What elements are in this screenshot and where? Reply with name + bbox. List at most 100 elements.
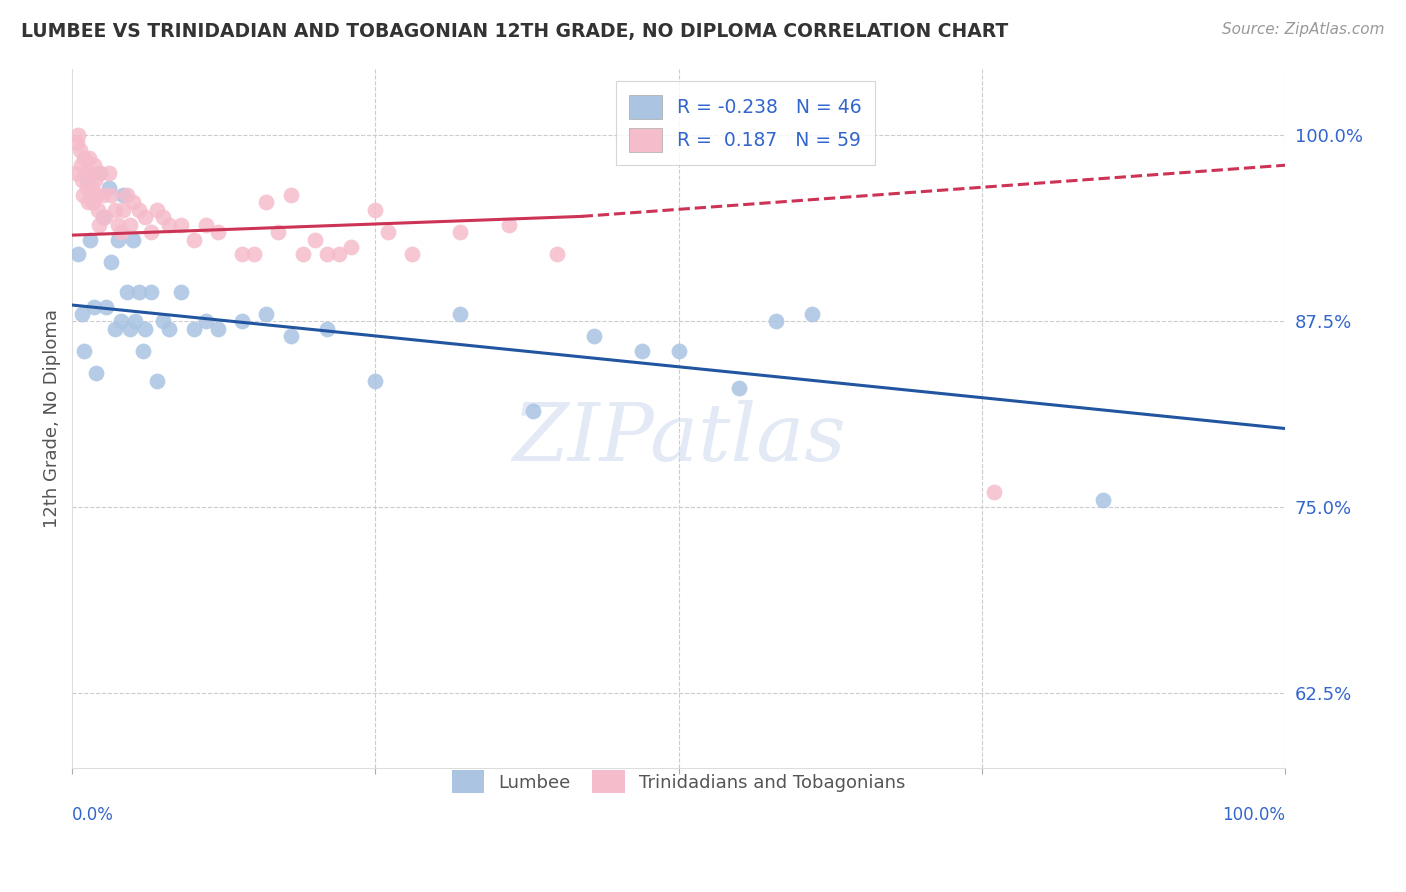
Point (91, 211, 114, 225)
Point (80, 180, 103, 194)
Point (96, 300, 118, 314)
Point (146, 202, 169, 217)
Point (69, 158, 91, 172)
Point (291, 247, 314, 261)
Point (243, 247, 266, 261)
Point (128, 202, 150, 217)
Point (100, 255, 122, 269)
Point (104, 322, 127, 336)
Point (207, 322, 229, 336)
Text: Source: ZipAtlas.com: Source: ZipAtlas.com (1222, 22, 1385, 37)
Point (765, 314, 787, 328)
Point (97, 180, 120, 194)
Point (84, 173, 107, 187)
Text: 100.0%: 100.0% (1222, 806, 1285, 824)
Point (122, 233, 145, 247)
Point (401, 247, 423, 261)
Point (100, 188, 122, 202)
Point (183, 322, 205, 336)
Point (631, 344, 654, 359)
Point (207, 225, 229, 239)
Point (280, 188, 302, 202)
Point (73, 344, 96, 359)
Point (134, 322, 156, 336)
Point (110, 225, 132, 239)
Point (449, 307, 471, 321)
Point (668, 344, 690, 359)
Point (72, 188, 94, 202)
Point (77, 151, 100, 165)
Point (120, 322, 142, 336)
Point (152, 211, 174, 225)
Point (170, 218, 193, 232)
Point (157, 218, 180, 232)
Point (128, 285, 150, 299)
Point (120, 218, 142, 232)
Point (79, 166, 101, 180)
Point (582, 329, 605, 343)
Point (304, 233, 326, 247)
Point (115, 188, 138, 202)
Point (231, 247, 253, 261)
Point (104, 202, 127, 217)
Point (91, 188, 114, 202)
Point (97, 166, 120, 180)
Point (139, 225, 162, 239)
Point (67, 247, 90, 261)
Point (267, 225, 290, 239)
Point (194, 314, 217, 328)
Point (364, 374, 387, 388)
Point (801, 307, 824, 321)
Point (377, 225, 399, 239)
Point (146, 374, 169, 388)
Point (115, 285, 138, 299)
Point (86, 202, 108, 217)
Point (122, 195, 145, 210)
Point (107, 218, 129, 232)
Point (935, 775, 957, 789)
Point (280, 329, 302, 343)
Point (87, 166, 110, 180)
Point (86, 367, 108, 381)
Point (316, 247, 339, 261)
Point (194, 218, 217, 232)
Point (65, 166, 87, 180)
Point (94, 211, 117, 225)
Point (254, 307, 277, 321)
Point (66, 136, 89, 150)
Point (76, 173, 98, 187)
Point (983, 485, 1005, 500)
Point (364, 202, 387, 217)
Point (328, 247, 350, 261)
Point (79, 233, 101, 247)
Point (77, 195, 100, 210)
Point (546, 247, 568, 261)
Point (170, 285, 193, 299)
Point (498, 218, 520, 232)
Point (124, 314, 146, 328)
Point (183, 233, 205, 247)
Point (139, 285, 162, 299)
Point (82, 195, 104, 210)
Point (70, 307, 93, 321)
Point (131, 344, 153, 359)
Point (522, 403, 544, 417)
Point (76, 180, 98, 194)
Point (449, 225, 471, 239)
Point (86, 188, 108, 202)
Point (89, 166, 111, 180)
Point (69, 144, 91, 158)
Point (107, 233, 129, 247)
Point (73, 151, 96, 165)
Text: 0.0%: 0.0% (72, 806, 114, 824)
Y-axis label: 12th Grade, No Diploma: 12th Grade, No Diploma (44, 309, 60, 527)
Point (87, 218, 110, 232)
Point (110, 314, 132, 328)
Point (70, 173, 93, 187)
Point (254, 195, 277, 210)
Point (83, 300, 105, 314)
Point (112, 188, 135, 202)
Point (1092, 492, 1115, 507)
Point (134, 211, 156, 225)
Point (112, 202, 135, 217)
